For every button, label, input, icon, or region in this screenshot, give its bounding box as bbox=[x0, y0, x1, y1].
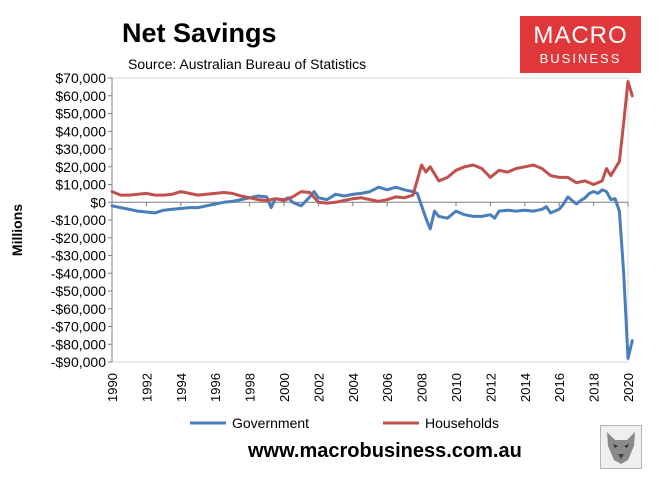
x-tick-label: 1996 bbox=[208, 373, 223, 402]
chart-subtitle: Source: Australian Bureau of Statistics bbox=[128, 56, 367, 72]
x-tick-label: 2006 bbox=[380, 373, 395, 402]
legend-label-government: Government bbox=[232, 415, 309, 431]
x-tick-label: 2004 bbox=[346, 373, 361, 402]
x-tick-label: 2012 bbox=[483, 373, 498, 402]
y-tick-label: -$30,000 bbox=[51, 248, 106, 264]
y-tick-label: $40,000 bbox=[55, 123, 106, 139]
y-tick-label: -$20,000 bbox=[51, 230, 106, 246]
chart-title: Net Savings bbox=[122, 18, 277, 48]
y-tick-label: -$60,000 bbox=[51, 301, 106, 317]
y-tick-label: $0 bbox=[90, 194, 106, 210]
y-tick-label: -$40,000 bbox=[51, 265, 106, 281]
legend-label-households: Households bbox=[425, 415, 499, 431]
y-tick-label: $20,000 bbox=[55, 159, 106, 175]
y-tick-label: -$10,000 bbox=[51, 212, 106, 228]
y-tick-label: -$70,000 bbox=[51, 319, 106, 335]
x-tick-label: 2000 bbox=[277, 373, 292, 402]
x-tick-label: 2002 bbox=[311, 373, 326, 402]
y-tick-label: $50,000 bbox=[55, 106, 106, 122]
x-tick-label: 2016 bbox=[552, 373, 567, 402]
series-line-households bbox=[110, 80, 634, 205]
x-tick-label: 1994 bbox=[174, 373, 189, 402]
x-tick-label: 2008 bbox=[415, 373, 430, 402]
x-tick-label: 1998 bbox=[243, 373, 258, 402]
x-tick-label: 2020 bbox=[621, 373, 636, 402]
y-tick-label: $60,000 bbox=[55, 88, 106, 104]
plot-area bbox=[111, 77, 629, 363]
y-tick-label: -$90,000 bbox=[51, 354, 106, 370]
macrobusiness-logo: MACRO BUSINESS bbox=[520, 16, 641, 73]
x-tick-label: 1992 bbox=[139, 373, 154, 402]
footer-url: www.macrobusiness.com.au bbox=[248, 440, 522, 462]
y-tick-label: -$50,000 bbox=[51, 283, 106, 299]
x-tick-label: 1990 bbox=[105, 373, 120, 402]
wolf-logo bbox=[600, 425, 642, 469]
y-tick-label: $10,000 bbox=[55, 177, 106, 193]
x-tick-label: 2014 bbox=[518, 373, 533, 402]
y-tick-label: $30,000 bbox=[55, 141, 106, 157]
logo-line-1: MACRO bbox=[533, 22, 628, 49]
y-axis-title: Millions bbox=[9, 204, 25, 256]
y-tick-label: $70,000 bbox=[55, 70, 106, 86]
x-tick-label: 2018 bbox=[587, 373, 602, 402]
series-line-government bbox=[110, 185, 634, 360]
x-tick-label: 2010 bbox=[449, 373, 464, 402]
y-tick-label: -$80,000 bbox=[51, 336, 106, 352]
logo-line-2: BUSINESS bbox=[539, 51, 622, 66]
